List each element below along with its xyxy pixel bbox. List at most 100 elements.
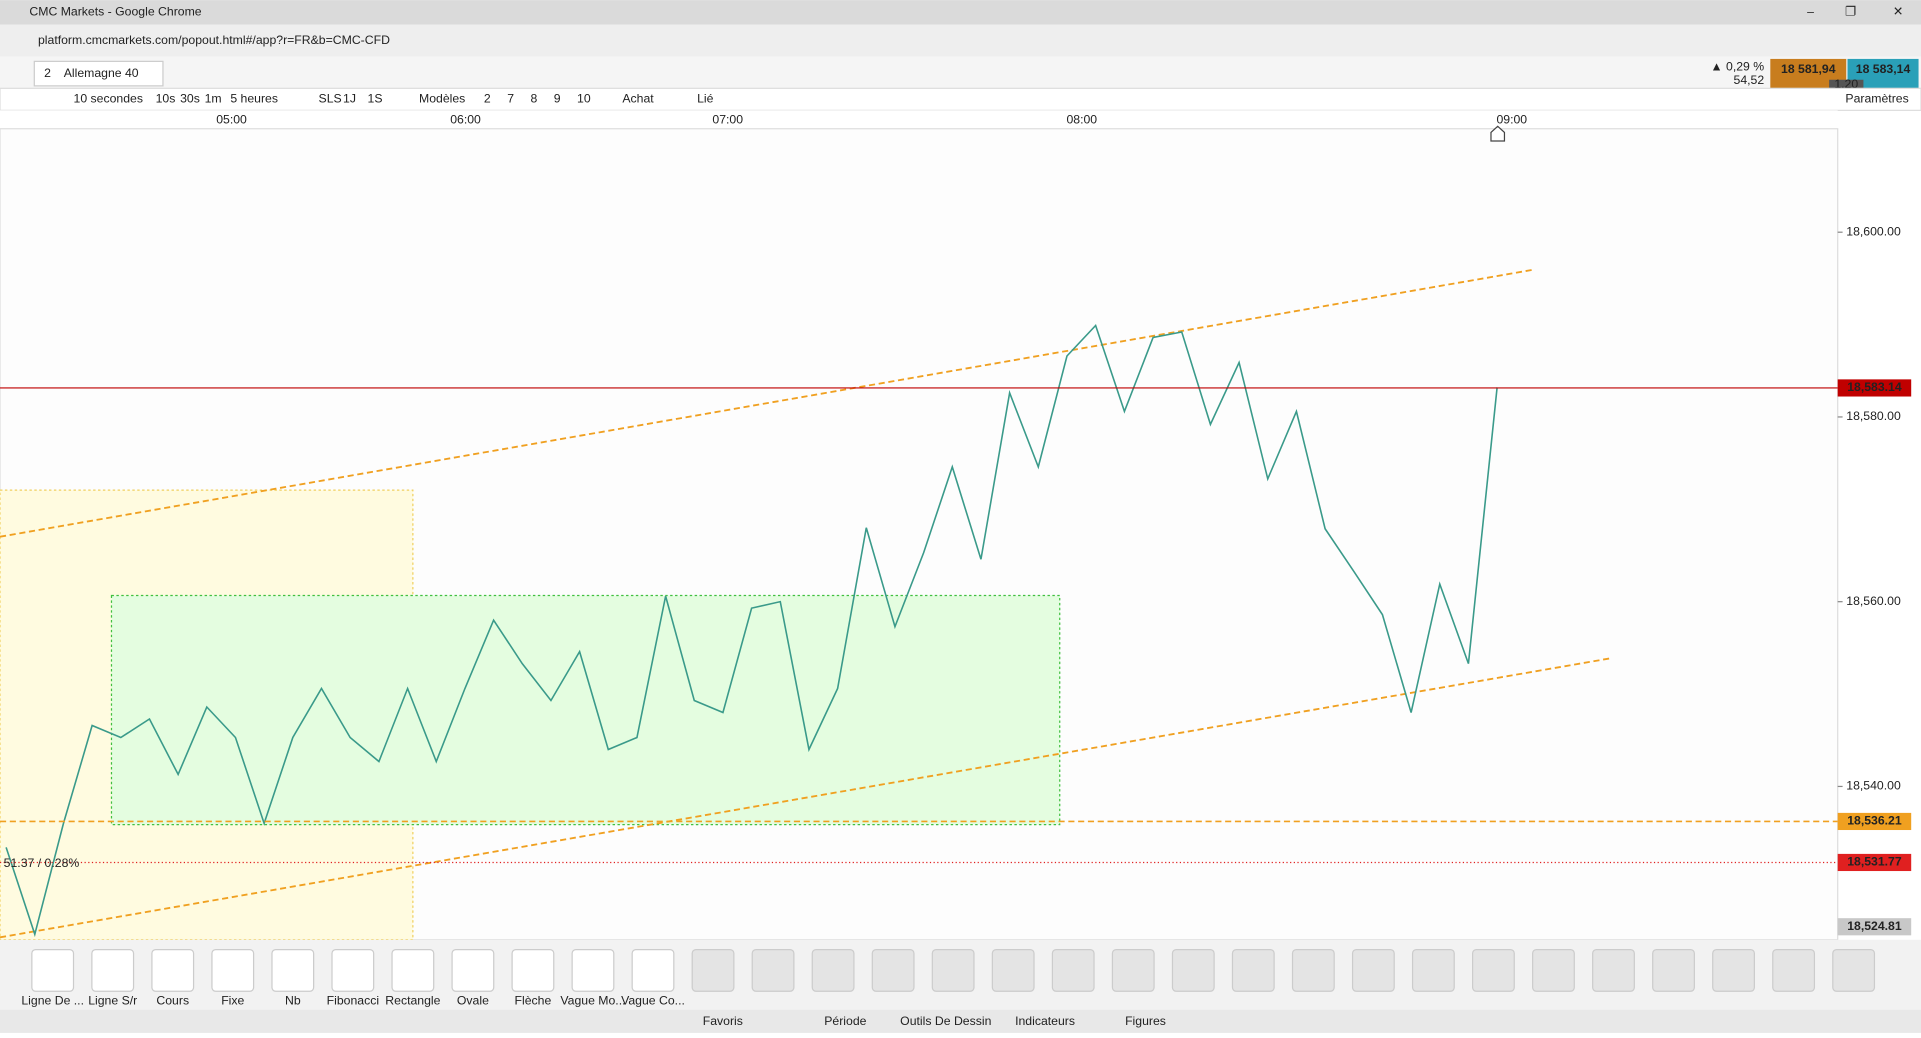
- tool-button[interactable]: [511, 948, 555, 992]
- tool-label: Nb: [285, 993, 301, 1007]
- price-line: [5, 323, 1498, 938]
- tool-button[interactable]: [271, 948, 315, 992]
- title-bar: [0, 0, 1921, 25]
- quick-interval[interactable]: 30s: [180, 92, 200, 106]
- url[interactable]: platform.cmcmarkets.com/popout.html#/app…: [38, 33, 390, 47]
- channel-bottom: [0, 657, 1613, 939]
- spread: 1.20: [1834, 77, 1858, 91]
- tool-label: Ovale: [457, 993, 489, 1007]
- tool-label: Fibonacci: [327, 993, 379, 1007]
- tool-button[interactable]: [211, 948, 255, 992]
- tool-button[interactable]: [91, 948, 135, 992]
- tool-slot[interactable]: [1532, 948, 1575, 992]
- range-rect: [110, 594, 1061, 826]
- time-label: 05:00: [216, 112, 247, 126]
- time-label: 08:00: [1066, 112, 1097, 126]
- tool-slot[interactable]: [1231, 948, 1275, 992]
- change-pct: ▲ 0,29 %: [1711, 60, 1765, 74]
- annotation: 51.37 / 0.28%: [4, 856, 80, 870]
- tool-slot[interactable]: [1411, 948, 1455, 992]
- tab[interactable]: Favoris: [703, 1014, 743, 1028]
- price-tag-label: 18,583.14: [1847, 380, 1902, 394]
- tool-slot[interactable]: [1171, 948, 1215, 992]
- templates[interactable]: Modèles: [419, 92, 465, 106]
- tool-button[interactable]: [31, 948, 75, 992]
- window-title: CMC Markets - Google Chrome: [29, 5, 201, 19]
- toolbar: [0, 87, 1921, 111]
- period[interactable]: 1J: [343, 92, 356, 106]
- tool-button[interactable]: [571, 948, 615, 992]
- price-tag-label: 18,524.81: [1847, 919, 1902, 933]
- tab[interactable]: Indicateurs: [1015, 1014, 1075, 1028]
- tool-button[interactable]: [451, 948, 495, 992]
- now-marker: [1490, 125, 1506, 142]
- instrument[interactable]: Allemagne 40: [64, 66, 139, 80]
- badge: 2: [44, 66, 51, 80]
- minimize[interactable]: –: [1807, 5, 1814, 19]
- tool-slot[interactable]: [1051, 948, 1095, 992]
- tool-slot[interactable]: [931, 948, 975, 992]
- price-tag: [1837, 379, 1912, 397]
- tab[interactable]: Période: [824, 1014, 866, 1028]
- count[interactable]: 10: [577, 92, 591, 106]
- close[interactable]: ✕: [1893, 5, 1903, 19]
- period[interactable]: 1S: [368, 92, 383, 106]
- tool-label: Vague Co...: [621, 993, 685, 1007]
- count[interactable]: 9: [554, 92, 561, 106]
- tool-label: Vague Mo...: [560, 993, 625, 1007]
- tool-label: Ligne S/r: [88, 993, 137, 1007]
- tool-slot[interactable]: [751, 948, 795, 992]
- change: 54,52: [1734, 73, 1765, 87]
- quick-interval[interactable]: 10s: [156, 92, 176, 106]
- count[interactable]: 2: [484, 92, 491, 106]
- tool-slot[interactable]: [691, 948, 735, 992]
- sell-price: 18 581,94: [1781, 62, 1836, 76]
- range[interactable]: 5 heures: [230, 92, 278, 106]
- tool-slot[interactable]: [1592, 948, 1635, 992]
- tool-slot[interactable]: [1652, 948, 1695, 992]
- tool-label: Ligne De ...: [21, 993, 84, 1007]
- settings[interactable]: Paramètres: [1845, 92, 1908, 106]
- tool-slot[interactable]: [1471, 948, 1515, 992]
- tab-bar: [0, 1009, 1921, 1033]
- period[interactable]: SLS: [319, 92, 342, 106]
- price-tag-label: 18,531.77: [1847, 855, 1902, 869]
- tab[interactable]: Figures: [1125, 1014, 1166, 1028]
- interval[interactable]: 10 secondes: [74, 92, 143, 106]
- tool-button[interactable]: [631, 948, 675, 992]
- quick-interval[interactable]: 1m: [205, 92, 222, 106]
- y-tick-label: 18,580.00: [1846, 409, 1901, 423]
- tool-slot[interactable]: [1832, 948, 1876, 992]
- price-tag: [1837, 853, 1912, 872]
- tool-slot[interactable]: [1291, 948, 1335, 992]
- channel-top: [0, 268, 1535, 538]
- tool-slot[interactable]: [811, 948, 855, 992]
- tool-slot[interactable]: [1712, 948, 1755, 992]
- linked[interactable]: Lié: [697, 92, 714, 106]
- tool-slot[interactable]: [1351, 948, 1395, 992]
- tool-button[interactable]: [331, 948, 375, 992]
- restore[interactable]: ❐: [1845, 5, 1856, 19]
- buy-price: 18 583,14: [1856, 62, 1911, 76]
- tool-slot[interactable]: [871, 948, 915, 992]
- tool-slot[interactable]: [991, 948, 1035, 992]
- tool-button[interactable]: [151, 948, 195, 992]
- price-tag: [1837, 918, 1912, 936]
- search[interactable]: [33, 60, 164, 87]
- tab[interactable]: Outils De Dessin: [900, 1014, 991, 1028]
- y-tick-label: 18,540.00: [1846, 779, 1901, 793]
- address-bar: [0, 24, 1921, 57]
- tool-slot[interactable]: [1772, 948, 1816, 992]
- price-tag-label: 18,536.21: [1847, 814, 1902, 828]
- buy-mode[interactable]: Achat: [622, 92, 654, 106]
- count[interactable]: 7: [507, 92, 514, 106]
- tool-button[interactable]: [391, 948, 435, 992]
- count[interactable]: 8: [530, 92, 537, 106]
- tool-label: Rectangle: [385, 993, 440, 1007]
- time-label: 06:00: [450, 112, 481, 126]
- tool-label: Flèche: [515, 993, 552, 1007]
- header: [0, 56, 1921, 89]
- tool-slot[interactable]: [1111, 948, 1155, 992]
- y-tick-label: 18,560.00: [1846, 594, 1901, 608]
